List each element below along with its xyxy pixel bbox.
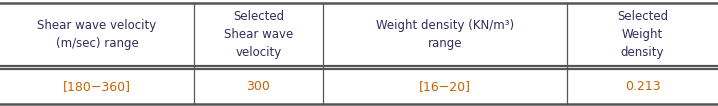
Text: [180−360]: [180−360] bbox=[63, 80, 131, 93]
Text: Selected
Weight
density: Selected Weight density bbox=[617, 10, 668, 59]
Text: Shear wave velocity
(m/sec) range: Shear wave velocity (m/sec) range bbox=[37, 19, 157, 50]
Text: [16−20]: [16−20] bbox=[419, 80, 471, 93]
Text: 300: 300 bbox=[246, 80, 271, 93]
Text: Weight density (KN/m³)
range: Weight density (KN/m³) range bbox=[376, 19, 514, 50]
Text: 0.213: 0.213 bbox=[625, 80, 661, 93]
Text: Selected
Shear wave
velocity: Selected Shear wave velocity bbox=[224, 10, 293, 59]
